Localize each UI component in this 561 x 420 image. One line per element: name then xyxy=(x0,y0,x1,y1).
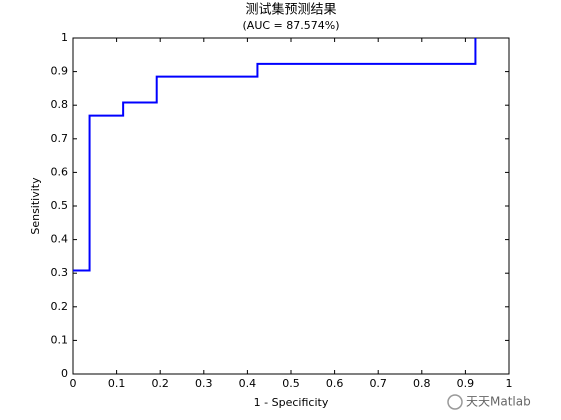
y-tick-label: 0.6 xyxy=(51,165,69,178)
y-tick-label: 1 xyxy=(61,31,68,44)
plot-area xyxy=(72,37,510,375)
y-axis-label: Sensitivity xyxy=(29,177,42,235)
x-tick-label: 0.7 xyxy=(369,377,387,390)
x-tick-label: 0.1 xyxy=(108,377,126,390)
watermark: 天天Matlab xyxy=(447,394,531,410)
x-tick-label: 0.3 xyxy=(195,377,213,390)
y-tick-label: 0.9 xyxy=(51,65,69,78)
x-tick-label: 0.5 xyxy=(282,377,300,390)
y-tick-label: 0.8 xyxy=(51,98,69,111)
y-tick-label: 0.2 xyxy=(51,300,69,313)
y-tick-label: 0.3 xyxy=(51,266,69,279)
roc-curve xyxy=(73,38,477,272)
watermark-icon xyxy=(447,394,463,410)
x-tick-label: 0.2 xyxy=(151,377,169,390)
y-tick-label: 0.5 xyxy=(51,199,69,212)
y-tick-label: 0 xyxy=(61,367,68,380)
watermark-text: 天天Matlab xyxy=(466,395,531,409)
x-tick-label: 1 xyxy=(506,377,513,390)
chart-subtitle: (AUC = 87.574%) xyxy=(243,19,340,32)
y-tick-label: 0.1 xyxy=(51,333,69,346)
x-tick-label: 0.4 xyxy=(239,377,257,390)
x-tick-label: 0.8 xyxy=(413,377,431,390)
x-tick-label: 0 xyxy=(70,377,77,390)
y-tick-label: 0.7 xyxy=(51,132,69,145)
x-tick-label: 0.9 xyxy=(457,377,475,390)
chart-title: 测试集预测结果 xyxy=(245,2,336,18)
x-tick-label: 0.6 xyxy=(326,377,344,390)
y-tick-label: 0.4 xyxy=(51,233,69,246)
x-axis-label: 1 - Specificity xyxy=(254,396,329,409)
